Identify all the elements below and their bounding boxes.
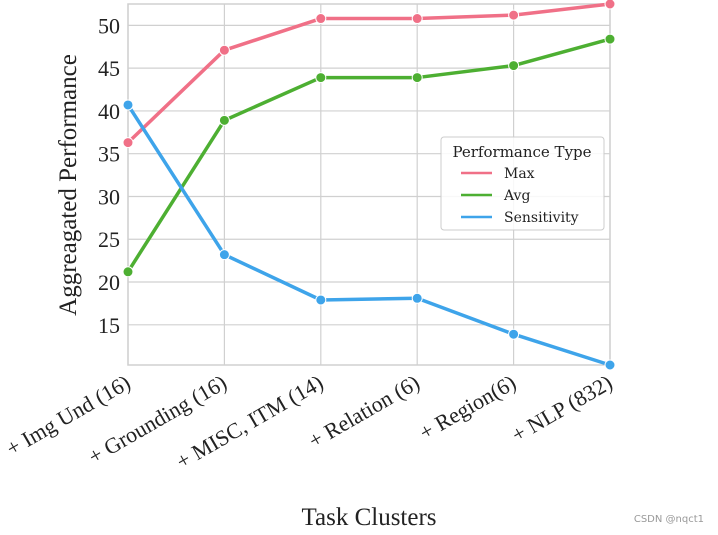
y-tick-label: 50 [98,13,120,38]
data-point-sensitivity [411,292,423,304]
x-axis-label: Task Clusters [301,504,436,531]
legend-title: Performance Type [452,143,591,161]
data-point-avg [411,72,423,84]
data-point-avg [508,60,520,72]
y-tick-label: 30 [98,184,120,209]
data-point-sensitivity [315,294,327,306]
series-line-max [126,2,611,144]
data-point-sensitivity [218,249,230,261]
data-point-max [604,0,616,10]
legend-label: Sensitivity [504,210,579,226]
y-tick-label: 15 [98,313,120,338]
y-tick-label: 40 [98,99,120,124]
data-point-avg [315,72,327,84]
y-axis-label: Aggreagated Performance [55,54,82,316]
data-point-avg [122,266,134,278]
data-point-avg [218,114,230,126]
y-tick-label: 45 [98,56,120,81]
legend-box [440,136,605,231]
data-point-avg [604,33,616,45]
data-point-max [508,9,520,21]
x-tick-label: + Region(6) [415,370,520,445]
data-point-max [411,13,423,25]
plot-frame [127,3,611,366]
y-tick-label: 20 [98,270,120,295]
data-point-sensitivity [122,99,134,111]
y-tick-label: 35 [98,142,120,167]
series-line-sensitivity [126,103,611,367]
legend-label: Avg [503,188,530,204]
data-point-sensitivity [508,328,520,340]
x-tick-label: + NLP (832) [507,370,616,448]
data-point-max [122,137,134,149]
data-point-sensitivity [604,359,616,371]
y-tick-label: 25 [98,227,120,252]
data-point-max [315,13,327,25]
legend-label: Max [504,166,535,182]
watermark: CSDN @nqct1 [633,514,704,525]
series-line-avg [126,37,611,273]
data-point-max [218,44,230,56]
x-tick-label: + Relation (6) [304,370,424,453]
